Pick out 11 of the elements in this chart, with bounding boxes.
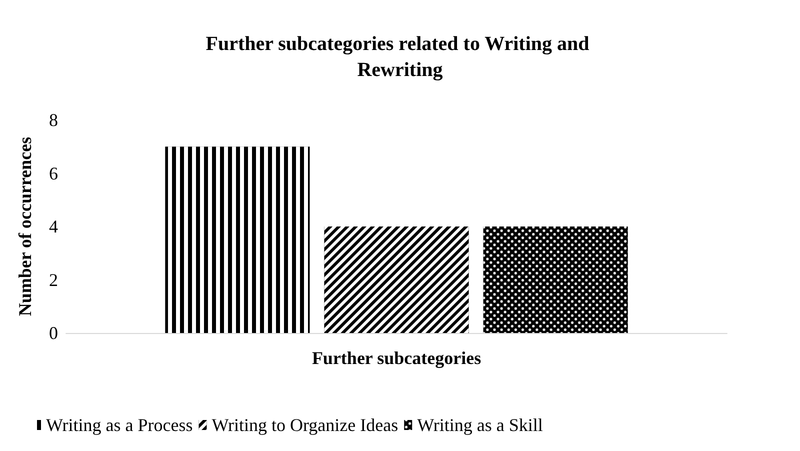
chart-title: Further subcategories related to Writing and Rewriting bbox=[206, 33, 594, 81]
legend-label: Writing to Organize Ideas bbox=[212, 415, 398, 435]
y-axis-title: Number of occurrences bbox=[15, 136, 35, 316]
y-tick-label: 6 bbox=[49, 163, 58, 184]
legend-label: Writing as a Skill bbox=[417, 415, 543, 435]
x-axis-title: Further subcategories bbox=[312, 348, 482, 368]
y-tick-label: 8 bbox=[49, 110, 58, 130]
y-tick-label: 0 bbox=[49, 323, 58, 343]
y-tick-label: 2 bbox=[49, 270, 58, 290]
y-tick-label: 4 bbox=[49, 216, 58, 236]
legend-label: Writing as a Process bbox=[46, 415, 193, 435]
